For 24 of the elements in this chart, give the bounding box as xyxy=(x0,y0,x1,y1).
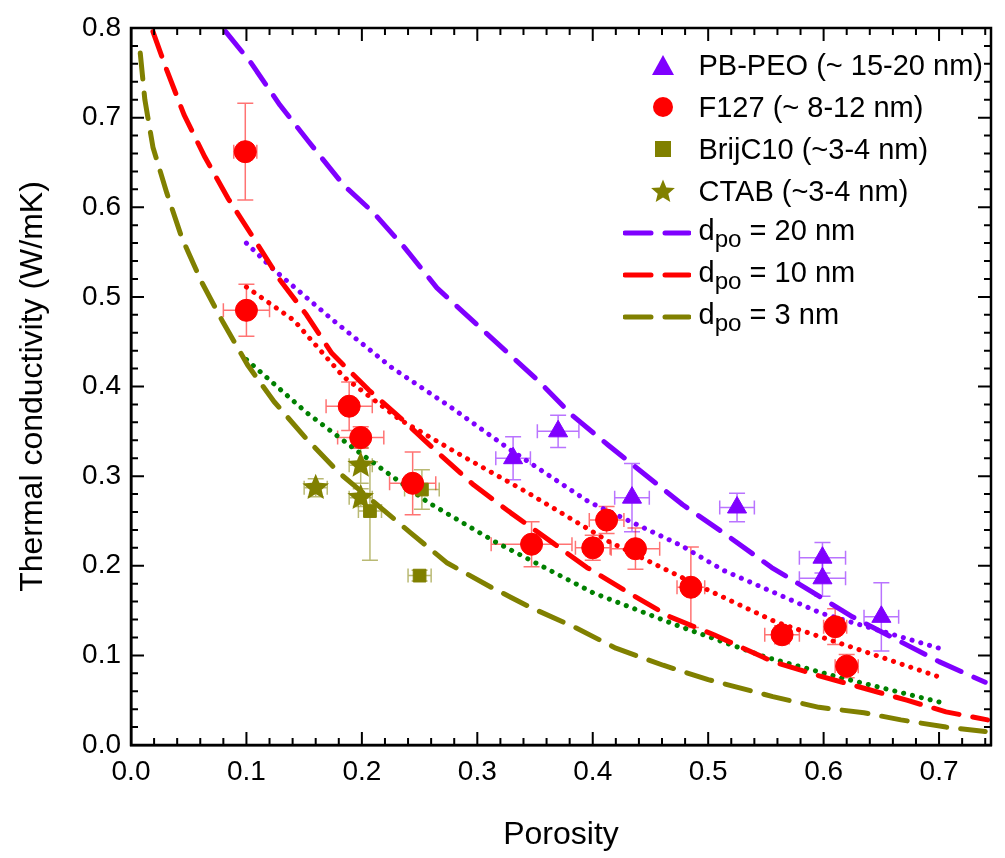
legend-label: BrijC10 (~3-4 nm) xyxy=(698,132,929,166)
x-tick-label: 0.6 xyxy=(804,754,844,786)
y-tick-label: 0.2 xyxy=(82,548,121,580)
legend-label: CTAB (~3-4 nm) xyxy=(698,174,909,208)
x-tick-label: 0.2 xyxy=(342,754,382,786)
x-tick-label: 0.4 xyxy=(573,754,613,786)
y-tick-label: 0.1 xyxy=(82,638,121,670)
x-axis-title: Porosity xyxy=(503,814,619,851)
x-tick-label: 0.1 xyxy=(226,754,266,786)
x-tick-label: 0.3 xyxy=(457,754,497,786)
legend-label: d$_{po}$ = 3 nm xyxy=(698,297,840,337)
legend-label: PB-PEO (~ 15-20 nm) xyxy=(698,48,983,82)
x-tick-label: 0.5 xyxy=(688,754,728,786)
x-tick-label: 0.7 xyxy=(919,754,959,786)
legend-label: F127 (~ 8-12 nm) xyxy=(698,90,924,124)
y-tick-label: 0.4 xyxy=(82,369,121,401)
y-tick-label: 0.5 xyxy=(82,279,121,311)
y-tick-label: 0.8 xyxy=(82,10,121,42)
y-axis-title: Thermal conductivity (W/mK) xyxy=(13,181,50,592)
y-tick-label: 0.6 xyxy=(82,189,121,221)
legend-label: d$_{po}$ = 10 nm xyxy=(698,255,856,295)
y-tick-label: 0.3 xyxy=(82,458,121,490)
y-tick-label: 0.7 xyxy=(82,100,121,132)
legend-label: d$_{po}$ = 20 nm xyxy=(698,213,856,253)
